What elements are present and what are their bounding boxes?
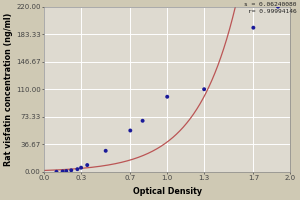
Point xyxy=(54,170,59,173)
Point xyxy=(75,168,80,171)
Point xyxy=(140,119,145,122)
Point xyxy=(69,169,74,172)
X-axis label: Optical Density: Optical Density xyxy=(133,187,202,196)
Y-axis label: Rat visfatin concentration (ng/ml): Rat visfatin concentration (ng/ml) xyxy=(4,13,13,166)
Point xyxy=(64,169,69,173)
Point xyxy=(251,26,256,29)
Point xyxy=(202,88,206,91)
Point xyxy=(103,149,108,152)
Point xyxy=(165,95,170,98)
Point xyxy=(85,163,90,167)
Point xyxy=(79,166,83,169)
Point xyxy=(60,170,65,173)
Point xyxy=(276,5,280,8)
Text: s = 0.06240080
r= 0.99994146: s = 0.06240080 r= 0.99994146 xyxy=(244,2,297,14)
Point xyxy=(128,129,133,132)
